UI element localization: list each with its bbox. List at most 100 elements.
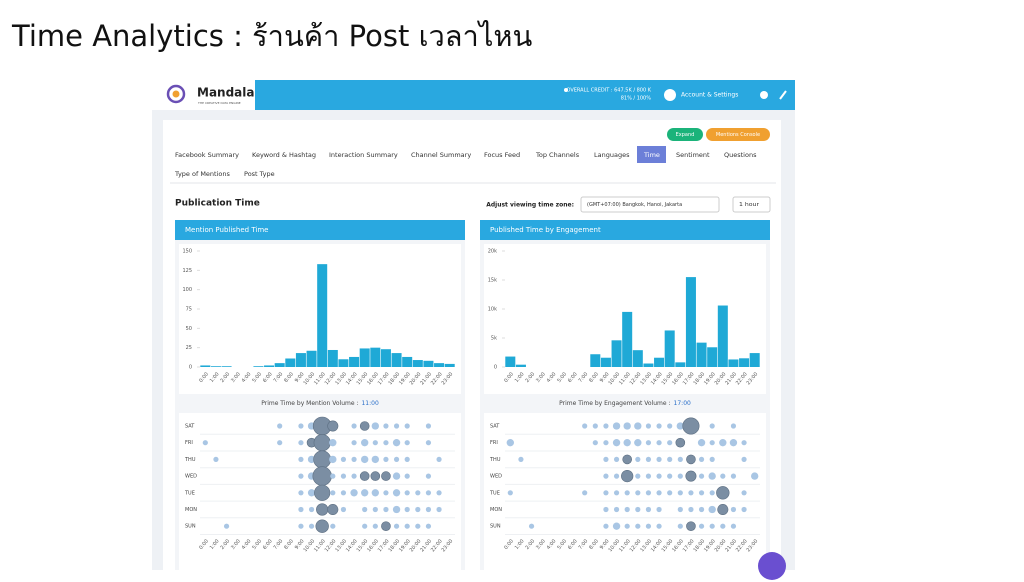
prime-time-value: 11:00	[361, 400, 378, 407]
bubble	[686, 454, 696, 465]
chat-button[interactable]	[758, 552, 786, 580]
bubble	[698, 473, 705, 479]
tab[interactable]: Type of Mentions	[174, 170, 231, 178]
bubble	[330, 490, 336, 496]
bubble	[361, 455, 369, 464]
tab[interactable]: Keyword & Hashtag	[252, 151, 316, 159]
bubble	[330, 473, 336, 479]
row-label: TUE	[489, 490, 500, 496]
tab[interactable]: Sentiment	[676, 151, 710, 159]
avatar[interactable]	[664, 89, 676, 101]
tab[interactable]: Languages	[594, 151, 630, 159]
bubble	[709, 440, 715, 446]
bubble	[645, 456, 652, 462]
bubble	[425, 523, 432, 529]
bubble	[697, 439, 706, 447]
bubble	[624, 523, 630, 529]
bubble	[677, 490, 683, 496]
y-tick-label: 75	[186, 307, 192, 313]
bar	[306, 350, 317, 367]
bubble	[656, 523, 662, 529]
x-tick-label: 2:00	[219, 538, 231, 550]
bubble	[404, 423, 410, 429]
bubble	[371, 455, 379, 464]
tab[interactable]: Questions	[724, 151, 757, 159]
x-tick-label: 0:00	[198, 371, 210, 383]
bar	[707, 347, 718, 367]
help-icon[interactable]	[760, 91, 768, 99]
interval-value[interactable]: 1 hour	[739, 202, 760, 208]
tab[interactable]: Post Type	[244, 170, 275, 178]
row-label: MON	[185, 507, 197, 513]
bubble	[392, 439, 401, 447]
bar	[728, 359, 739, 367]
bubble	[635, 506, 641, 513]
row-label: SAT	[185, 424, 195, 430]
timezone-select[interactable]	[580, 196, 720, 213]
bubble	[383, 456, 389, 462]
bubble	[202, 440, 208, 446]
credit-pct: 81% / 100%	[621, 96, 652, 102]
bubble	[667, 456, 673, 462]
bubble	[592, 423, 598, 429]
bubble	[667, 440, 673, 446]
x-tick-label: 5:00	[556, 538, 568, 550]
expand-button[interactable]	[667, 128, 703, 141]
console-label[interactable]: Mentions Console	[716, 132, 760, 138]
x-tick-label: 9:00	[294, 371, 306, 383]
x-tick-label: 4:00	[546, 371, 558, 383]
tab[interactable]: Channel Summary	[411, 151, 471, 159]
tab[interactable]: Top Channels	[535, 151, 580, 159]
interval-select[interactable]	[732, 196, 771, 213]
bubble	[717, 503, 729, 515]
row-label: MON	[490, 507, 502, 513]
tab[interactable]: Focus Feed	[484, 151, 520, 159]
x-tick-label: 3:00	[230, 371, 242, 383]
bubble	[730, 423, 737, 429]
tab[interactable]: Interaction Summary	[329, 151, 398, 159]
timezone-value[interactable]: (GMT+07:00) Bangkok, Hanoi, Jakarta	[587, 202, 682, 208]
account-menu[interactable]: Account & Settings	[681, 92, 738, 99]
x-tick-label: 9:00	[599, 538, 611, 550]
slide-title: Time Analytics : ร้านค้า Post เวลาไหน	[11, 19, 533, 53]
bubble	[381, 471, 391, 481]
prime-time-label: Prime Time by Engagement Volume :	[559, 400, 670, 407]
bubble	[677, 523, 683, 529]
bubble	[298, 423, 304, 429]
active-tab[interactable]	[637, 146, 666, 163]
bubble	[383, 506, 389, 513]
bubble	[329, 455, 337, 464]
tab[interactable]: Facebook Summary	[175, 151, 239, 159]
x-tick-label: 8:00	[283, 371, 295, 383]
bubble	[307, 455, 316, 464]
bubble	[392, 505, 401, 514]
bubble	[404, 506, 410, 513]
x-tick-label: 0:00	[198, 538, 210, 550]
bubble	[340, 456, 347, 462]
y-tick-label: 125	[182, 268, 192, 274]
bubble	[622, 454, 632, 465]
bubble	[709, 423, 715, 429]
edit-icon[interactable]	[779, 90, 787, 100]
bubble	[677, 506, 683, 513]
bubble	[307, 489, 316, 497]
x-tick-label: 6:00	[262, 371, 274, 383]
x-tick-label: 1:00	[514, 538, 526, 550]
bubble	[667, 423, 673, 429]
bubble	[507, 490, 513, 496]
x-tick-label: 8:00	[588, 538, 600, 550]
x-tick-label: 5:00	[251, 371, 263, 383]
expand-label[interactable]: Expand	[676, 132, 695, 138]
bar	[611, 340, 622, 367]
bubble	[393, 523, 400, 529]
bubble	[314, 484, 331, 501]
tab[interactable]: Time	[643, 151, 660, 159]
credit: OVERALL CREDIT : 647.5K / 800 K	[566, 88, 651, 94]
bubble	[613, 456, 620, 462]
bar	[749, 353, 760, 367]
x-tick-label: 1:00	[514, 371, 526, 383]
bubble	[675, 437, 686, 448]
console-button[interactable]	[706, 128, 770, 141]
x-tick-label: 3:00	[535, 371, 547, 383]
bar	[391, 353, 402, 367]
